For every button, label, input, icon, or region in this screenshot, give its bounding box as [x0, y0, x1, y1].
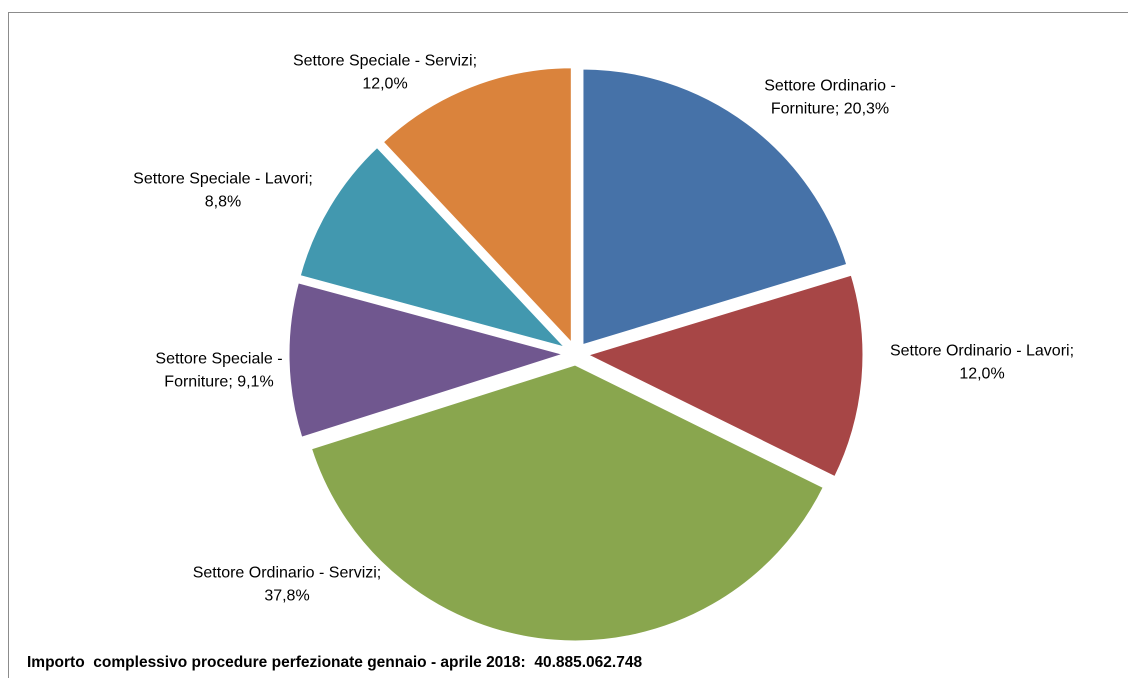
slice-label-line: 8,8% [205, 194, 241, 211]
pie-slice [297, 144, 573, 352]
slice-label-line: Settore Speciale - Lavori; [133, 171, 313, 188]
pie-slice [379, 65, 574, 349]
slice-label-line: Forniture; 9,1% [164, 374, 273, 391]
slice-label-line: Settore Ordinario - Servizi; [193, 565, 382, 582]
slice-label-line: 12,0% [362, 76, 407, 93]
slice-label-line: Forniture; 20,3% [771, 101, 889, 118]
slice-label-line: Settore Ordinario - [764, 78, 896, 95]
slice-label-line: 37,8% [264, 588, 309, 605]
slice-label-line: 12,0% [959, 366, 1004, 383]
slice-label-line: Settore Speciale - [155, 351, 282, 368]
chart-footnote: Importo complessivo procedure perfeziona… [27, 654, 643, 671]
slice-label: Settore Speciale - Forniture; 9,1% [155, 351, 282, 391]
slice-label: Settore Speciale - Servizi; 12,0% [293, 53, 477, 93]
slice-label: Settore Speciale - Lavori; 8,8% [133, 171, 313, 211]
slice-label: Settore Ordinario - Forniture; 20,3% [764, 78, 896, 118]
pie-slice [581, 272, 866, 480]
pie-slice [580, 66, 850, 348]
slice-label-line: Settore Speciale - Servizi; [293, 53, 477, 70]
pie-slice [308, 362, 827, 644]
slice-label-line: Settore Ordinario - Lavori; [890, 343, 1074, 360]
slice-label: Settore Ordinario - Lavori; 12,0% [890, 343, 1074, 383]
pie-slice [286, 279, 572, 441]
slice-label: Settore Ordinario - Servizi; 37,8% [193, 565, 382, 605]
